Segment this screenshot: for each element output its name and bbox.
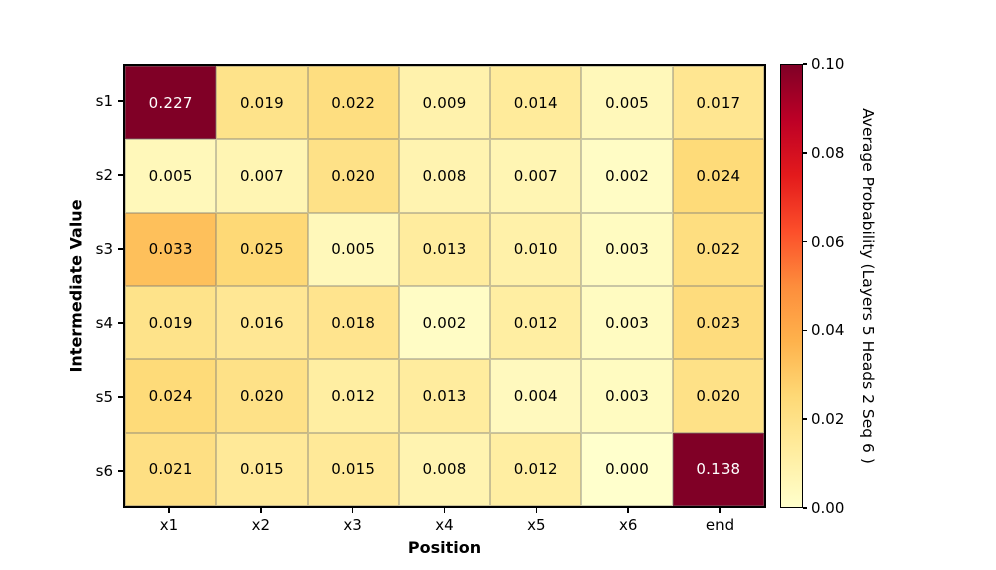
heatmap-cell: 0.020 [672,359,764,433]
heatmap-cell: 0.010 [490,212,582,286]
heatmap-cell: 0.007 [216,139,308,213]
x-tick-mark [443,508,446,513]
y-tick-label: s6 [95,462,113,480]
x-tick-label: x2 [251,516,270,534]
heatmap-cell: 0.013 [398,359,491,433]
y-tick-label: s1 [95,92,113,110]
y-axis-label: Intermediate Value [66,199,86,373]
x-tick-mark [351,508,354,513]
y-tick-mark [118,470,123,472]
heatmap-cell: 0.022 [307,66,399,140]
heatmap-cell: 0.012 [307,359,399,433]
heatmap-cell: 0.008 [398,432,491,506]
colorbar-tick-label: 0.10 [811,55,845,73]
heatmap-cell: 0.016 [216,286,308,360]
heatmap-cell: 0.019 [216,66,308,140]
y-tick-label: s2 [95,166,113,184]
colorbar-tick-mark [803,152,807,154]
x-axis-label: Position [407,538,482,557]
y-tick-label: s5 [95,388,113,406]
heatmap-cell: 0.138 [672,432,764,506]
colorbar-tick-label: 0.00 [811,499,845,517]
colorbar-tick-label: 0.06 [811,232,845,251]
heatmap-cell: 0.025 [216,212,308,286]
heatmap-cell: 0.015 [307,432,399,506]
x-tick-label: x6 [618,516,638,534]
heatmap-cell: 0.015 [216,432,308,506]
heatmap-cell: 0.012 [490,432,582,506]
colorbar-tick-label: 0.04 [811,321,845,340]
heatmap-cell: 0.000 [581,432,673,506]
heatmap-cell: 0.005 [307,212,399,286]
colorbar-tick-mark [803,418,807,420]
heatmap-cell: 0.023 [672,286,764,360]
y-tick-label: s4 [95,314,113,332]
y-tick-label: s3 [95,240,113,258]
heatmap-cell: 0.012 [490,286,582,360]
y-tick-mark [118,322,123,324]
x-tick-label: x3 [343,516,362,534]
heatmap-cell: 0.004 [490,359,582,433]
heatmap-cell: 0.013 [398,212,491,286]
heatmap-cell: 0.019 [125,286,217,360]
colorbar-label: Average Probability (Layers 5 Heads 2 Se… [859,108,877,464]
x-tick-label: end [705,516,735,534]
heatmap-cell: 0.002 [398,286,491,360]
x-tick-mark [168,508,170,513]
colorbar-tick-mark [803,240,807,243]
colorbar-tick-mark [803,63,807,65]
y-tick-mark [118,174,123,176]
heatmap-cell: 0.003 [581,286,673,360]
colorbar [780,64,803,508]
x-tick-mark [260,508,262,513]
heatmap-cell: 0.022 [672,212,764,286]
x-tick-label: x1 [159,516,179,534]
heatmap-cell: 0.020 [216,359,308,433]
y-tick-mark [118,100,123,102]
heatmap-cell: 0.008 [398,139,491,213]
heatmap-cell: 0.014 [490,66,582,140]
heatmap-cell: 0.018 [307,286,399,360]
heatmap-cell: 0.024 [125,359,217,433]
x-tick-label: x4 [435,516,454,534]
heatmap-cell: 0.002 [581,139,673,213]
heatmap-grid: 0.227 0.019 0.022 0.009 0.014 0.005 0.017 0.005… [123,64,766,508]
heatmap-cell: 0.227 [125,66,217,140]
colorbar-tick-mark [803,507,807,509]
heatmap-cell: 0.003 [581,359,673,433]
heatmap-cell: 0.007 [490,139,582,213]
heatmap-cell: 0.033 [125,212,217,286]
colorbar-tick-label: 0.08 [811,143,845,162]
heatmap-cell: 0.003 [581,212,673,286]
colorbar-tick-label: 0.02 [811,410,845,429]
colorbar-tick-mark [803,329,807,332]
x-tick-mark [627,508,629,513]
heatmap-cell: 0.021 [125,432,217,506]
heatmap-cell: 0.005 [125,139,217,213]
heatmap-cell: 0.005 [581,66,673,140]
heatmap-cell: 0.024 [672,139,764,213]
heatmap-cell: 0.020 [307,139,399,213]
heatmap-cell: 0.009 [398,66,491,140]
y-tick-mark [118,248,123,250]
x-tick-mark [719,508,721,513]
heatmap-cell: 0.017 [672,66,764,140]
y-tick-mark [118,396,123,398]
x-tick-mark [535,508,538,513]
x-tick-label: x5 [527,516,546,534]
